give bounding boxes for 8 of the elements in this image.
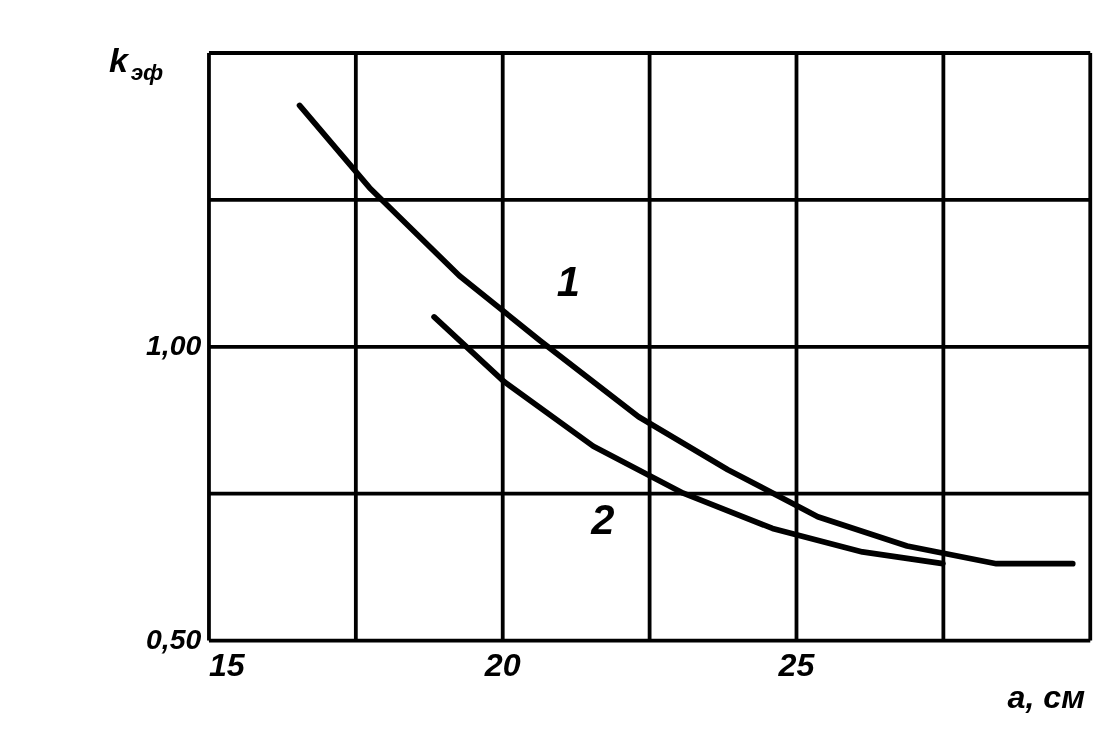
series-label: 2 [590, 496, 615, 544]
x-tick-label: 15 [208, 646, 246, 683]
x-tick-label: 25 [777, 646, 816, 683]
y-tick-label: 0,50 [146, 623, 202, 656]
x-tick-label: 20 [483, 646, 521, 683]
x-axis-title: a, см [1007, 679, 1086, 716]
series-label: 1 [556, 257, 580, 305]
y-tick-label: 1,00 [146, 329, 202, 362]
